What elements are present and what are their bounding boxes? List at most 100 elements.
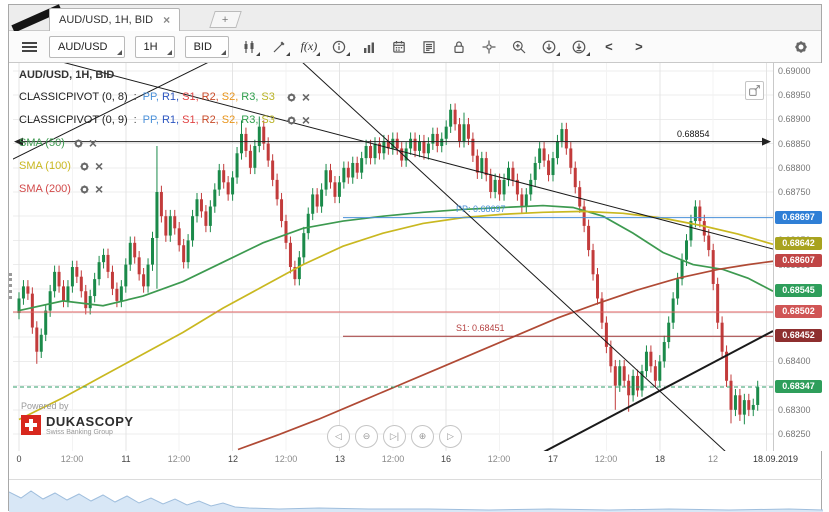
gear-icon[interactable] [78, 183, 91, 196]
time-axis-label: 18 [654, 454, 665, 464]
pivot-level-label: R3, [241, 91, 259, 103]
pivot-level-label: S3 [261, 114, 275, 126]
arrow-right-icon [762, 137, 771, 146]
candle [395, 132, 399, 155]
candle [511, 161, 515, 187]
time-axis-label: 13 [334, 454, 345, 464]
price-axis-label: 0.69000 [778, 66, 811, 76]
candle [231, 171, 235, 201]
candle [62, 280, 65, 308]
time-axis[interactable]: 0 12:00 11 12:00 12 12:00 13 12:00 16 12:00 17 12:0… [9, 451, 773, 469]
close-icon[interactable]: × [301, 88, 311, 105]
zoom-button[interactable] [505, 34, 533, 60]
candle [240, 120, 243, 160]
candle [751, 398, 755, 417]
period-select[interactable]: 1H [134, 35, 175, 58]
tab-audusd[interactable]: AUD/USD, 1H, BID × [49, 8, 181, 31]
indicators-button[interactable]: f(x) [295, 34, 323, 60]
play-button[interactable]: ▷ [439, 425, 462, 448]
candle [493, 173, 497, 199]
candle [226, 176, 230, 201]
calendar-button[interactable] [385, 34, 413, 60]
candle [119, 280, 123, 308]
price-axis-label: 0.68750 [778, 187, 811, 197]
candle [213, 183, 217, 213]
gear-icon[interactable] [285, 114, 298, 127]
indicator-name: SMA (200) [19, 183, 71, 195]
import-button[interactable] [565, 34, 593, 60]
candle [204, 205, 208, 233]
candle [262, 120, 266, 150]
tab-close-icon[interactable]: × [163, 13, 171, 27]
candle [164, 209, 168, 242]
candle [306, 207, 310, 240]
gear-icon[interactable] [78, 160, 91, 173]
lock-button[interactable] [445, 34, 473, 60]
instrument-select[interactable]: AUD/USD [49, 35, 125, 58]
candle [293, 260, 297, 286]
candle [564, 122, 568, 155]
drawings-button[interactable] [265, 34, 293, 60]
volume-button[interactable] [355, 34, 383, 60]
indicator-name: CLASSICPIVOT (0, 8) [19, 91, 128, 103]
candle [533, 156, 537, 187]
history-navigator[interactable] [9, 479, 823, 512]
close-icon[interactable]: × [301, 111, 311, 128]
info-icon [332, 40, 346, 53]
candle [155, 146, 159, 289]
step-back-button[interactable]: ◁ [327, 425, 350, 448]
crosshair-button[interactable] [475, 34, 503, 60]
news-button[interactable] [415, 34, 443, 60]
price-axis-label: 0.68250 [778, 429, 811, 439]
price-axis-label: 0.68300 [778, 404, 811, 415]
candle [124, 258, 128, 293]
menu-button[interactable] [15, 34, 43, 60]
gear-icon[interactable] [285, 91, 298, 104]
zoom-in-button[interactable]: ⊕ [411, 425, 434, 448]
chart-type-button[interactable] [235, 34, 263, 60]
close-icon[interactable]: × [88, 134, 98, 151]
scroll-right-button[interactable]: > [625, 34, 653, 60]
gear-icon [792, 38, 810, 56]
close-icon[interactable]: × [94, 157, 104, 174]
price-badge: 0.68545 [775, 284, 822, 298]
candle [102, 248, 106, 269]
candle [315, 188, 319, 213]
close-icon[interactable]: × [94, 180, 104, 197]
panel-drag-handle[interactable] [9, 273, 14, 299]
separator: : [133, 114, 137, 126]
instrument-value: AUD/USD [58, 40, 108, 53]
candle [79, 270, 83, 298]
new-tab-button[interactable]: + [209, 11, 242, 28]
candle [444, 120, 448, 146]
jump-to-end-button[interactable]: ▷| [383, 425, 406, 448]
scroll-left-button[interactable]: < [595, 34, 623, 60]
price-axis-label: 0.68950 [778, 90, 811, 101]
pivot-level-label: R3, [241, 114, 259, 126]
candle [613, 359, 617, 410]
gear-icon[interactable] [72, 137, 85, 150]
side-select[interactable]: BID [184, 35, 229, 58]
candle [462, 112, 466, 148]
settings-button[interactable] [787, 34, 815, 60]
candle [507, 161, 510, 187]
export-button[interactable] [535, 34, 563, 60]
hamburger-icon [21, 40, 37, 54]
candle [342, 161, 346, 189]
plus-icon: + [222, 13, 229, 26]
zoom-out-button[interactable]: ⊖ [355, 425, 378, 448]
candle [386, 134, 390, 155]
pivot-levels: PP, R1, S1, R2, S2, R3, S3 [143, 114, 278, 126]
trend-line [543, 330, 773, 451]
price-axis[interactable]: 0.69000 0.68950 0.68900 0.68850 0.68800 0.687… [773, 63, 823, 451]
chevron-down-icon [220, 49, 226, 55]
candle [173, 209, 177, 235]
info-button[interactable] [325, 34, 353, 60]
popout-button[interactable] [745, 81, 764, 100]
trend-line [63, 63, 773, 250]
candle [618, 359, 622, 392]
candle [524, 188, 528, 213]
candle [400, 142, 404, 167]
price-chart[interactable]: PP: 0.68697 S1: 0.68451 0.68854 [13, 63, 773, 451]
candle [591, 243, 595, 281]
